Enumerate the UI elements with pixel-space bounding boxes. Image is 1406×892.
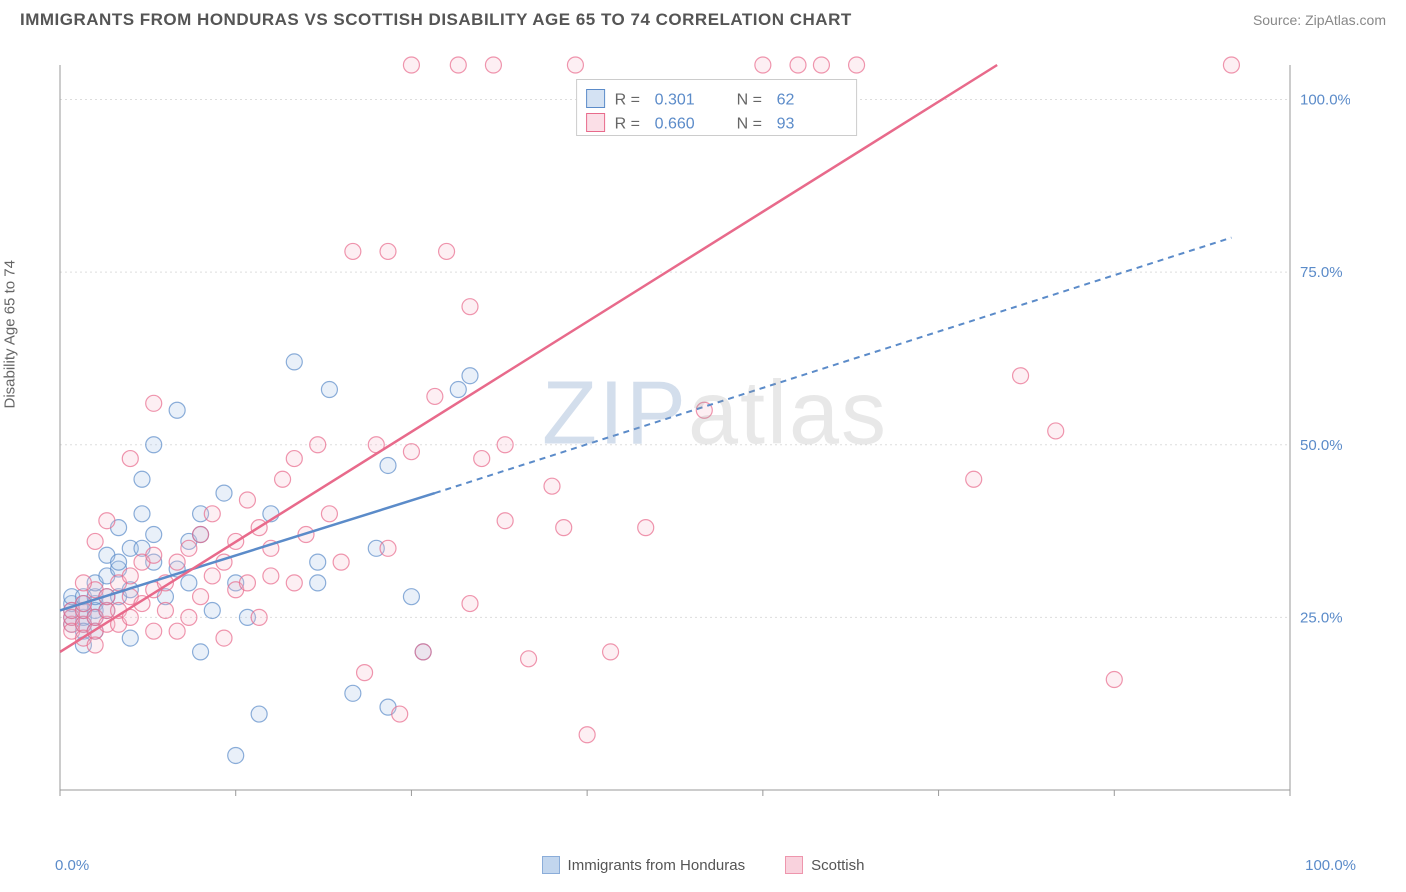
svg-text:R =: R = <box>615 116 640 133</box>
legend-item-scottish: Scottish <box>785 856 864 874</box>
svg-text:62: 62 <box>777 92 795 109</box>
svg-text:50.0%: 50.0% <box>1300 437 1343 454</box>
svg-text:25.0%: 25.0% <box>1300 609 1343 626</box>
chart-container: 25.0% 50.0% 75.0% 100.0% R = 0.301 N = 62 R = 0.6… <box>50 55 1380 835</box>
svg-text:0.301: 0.301 <box>655 92 695 109</box>
chart-header: IMMIGRANTS FROM HONDURAS VS SCOTTISH DIS… <box>0 0 1406 38</box>
svg-text:N =: N = <box>737 92 762 109</box>
legend-label-honduras: Immigrants from Honduras <box>568 857 746 874</box>
svg-text:0.660: 0.660 <box>655 116 695 133</box>
source-attribution: Source: ZipAtlas.com <box>1253 12 1386 28</box>
scatter-chart: 25.0% 50.0% 75.0% 100.0% R = 0.301 N = 62 R = 0.6… <box>50 55 1350 830</box>
legend-swatch-scottish <box>785 856 803 874</box>
svg-text:75.0%: 75.0% <box>1300 264 1343 281</box>
svg-text:R =: R = <box>615 92 640 109</box>
chart-title: IMMIGRANTS FROM HONDURAS VS SCOTTISH DIS… <box>20 10 852 30</box>
legend-swatch-honduras <box>542 856 560 874</box>
y-axis-label: Disability Age 65 to 74 <box>2 260 19 408</box>
legend-item-honduras: Immigrants from Honduras <box>542 856 746 874</box>
svg-text:93: 93 <box>777 116 795 133</box>
svg-text:N =: N = <box>737 116 762 133</box>
bottom-legend: Immigrants from Honduras Scottish <box>0 856 1406 874</box>
svg-text:100.0%: 100.0% <box>1300 92 1350 109</box>
legend-label-scottish: Scottish <box>811 857 864 874</box>
